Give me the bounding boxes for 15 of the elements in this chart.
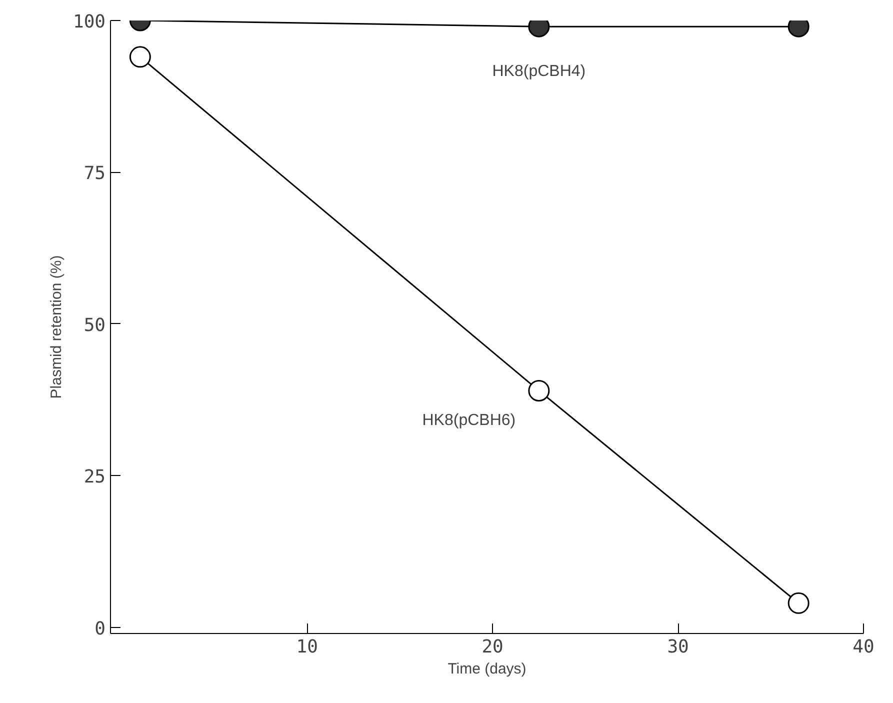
point [528, 380, 550, 402]
y-tick-label: 100 [72, 12, 106, 32]
point [788, 592, 810, 614]
x-tick-label: 20 [482, 636, 504, 658]
text: HK8(pCBH4) [492, 63, 586, 80]
x-tick-label: 10 [296, 636, 318, 658]
x-tick-label: 40 [852, 636, 874, 658]
y-tick-label: 75 [84, 163, 106, 184]
y-axis-title: Plasmid retention (%) [48, 255, 65, 399]
y-tick-label: 25 [84, 466, 106, 488]
x-tick-label: 30 [667, 636, 689, 658]
y-tick-label: 50 [84, 314, 106, 336]
series-label: HK8(pCBH6) [422, 412, 516, 430]
y-tick-label: 0 [94, 618, 106, 640]
x-axis-title: Time (days) [448, 660, 526, 678]
